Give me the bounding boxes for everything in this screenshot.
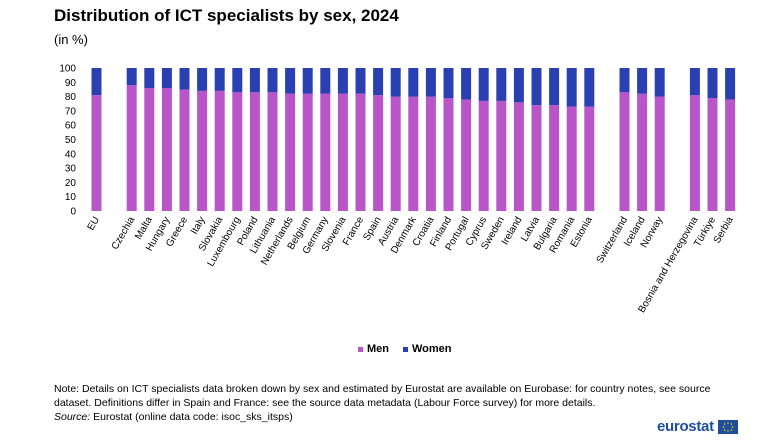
bar-men bbox=[144, 88, 155, 211]
bar-women bbox=[302, 68, 313, 94]
bar-women bbox=[549, 68, 560, 106]
bar-women bbox=[285, 68, 296, 94]
bar-men bbox=[689, 95, 700, 211]
bar-women bbox=[496, 68, 507, 101]
x-tick-label: EU bbox=[86, 215, 102, 233]
bar-men bbox=[566, 106, 577, 211]
bar-women bbox=[161, 68, 172, 89]
y-tick-label: 70 bbox=[65, 106, 77, 117]
bar-men bbox=[478, 100, 489, 211]
chart-title: Distribution of ICT specialists by sex, … bbox=[54, 6, 399, 25]
bar-men bbox=[214, 90, 225, 211]
bar-women bbox=[654, 68, 665, 97]
bar-women bbox=[619, 68, 630, 93]
footnote: Note: Details on ICT specialists data br… bbox=[54, 383, 711, 409]
bar-men bbox=[373, 95, 384, 211]
bar-men bbox=[654, 96, 665, 211]
bar-women bbox=[408, 68, 419, 97]
bar-men bbox=[197, 90, 208, 211]
bar-women bbox=[689, 68, 700, 96]
bar-men bbox=[637, 93, 648, 211]
chart-subtitle: (in %) bbox=[54, 32, 88, 47]
bar-men bbox=[267, 92, 278, 211]
bar-women bbox=[513, 68, 524, 103]
source-label: Source: bbox=[54, 411, 91, 423]
bar-women bbox=[425, 68, 436, 97]
legend-label-women: Women bbox=[412, 343, 452, 355]
bar-men bbox=[302, 93, 313, 211]
bar-men bbox=[425, 96, 436, 211]
bar-men bbox=[161, 88, 172, 211]
x-tick-label: Bosnia and Herzegovina bbox=[636, 215, 700, 315]
legend-swatch-men bbox=[358, 346, 363, 352]
legend-swatch-women bbox=[403, 346, 408, 352]
legend-item-men: Men bbox=[358, 343, 389, 355]
source-text: Eurostat (online data code: isoc_sks_its… bbox=[90, 411, 293, 423]
legend: Men Women bbox=[358, 343, 452, 355]
bar-men bbox=[249, 92, 260, 211]
bar-women bbox=[373, 68, 384, 96]
source-line: Source: Eurostat (online data code: isoc… bbox=[54, 411, 293, 423]
bar-men bbox=[725, 99, 736, 211]
logo-text: eurostat bbox=[657, 418, 714, 435]
bar-women bbox=[232, 68, 243, 93]
y-tick-label: 40 bbox=[65, 149, 77, 160]
bar-women bbox=[478, 68, 489, 101]
bar-men bbox=[513, 102, 524, 211]
y-tick-label: 10 bbox=[65, 192, 77, 203]
bar-men bbox=[549, 105, 560, 211]
bar-men bbox=[707, 98, 718, 211]
bar-men bbox=[91, 95, 102, 211]
bar-women bbox=[461, 68, 472, 100]
bar-men bbox=[179, 89, 190, 211]
bar-men bbox=[355, 93, 366, 211]
bar-women bbox=[707, 68, 718, 99]
y-tick-label: 80 bbox=[65, 92, 77, 103]
bar-men bbox=[126, 85, 137, 211]
bar-men bbox=[461, 99, 472, 211]
bar-women bbox=[197, 68, 208, 91]
bar-men bbox=[531, 105, 542, 211]
legend-label-men: Men bbox=[367, 343, 389, 355]
bar-women bbox=[355, 68, 366, 94]
y-tick-label: 0 bbox=[70, 207, 76, 218]
y-tick-label: 50 bbox=[65, 135, 77, 146]
bar-women bbox=[214, 68, 225, 91]
bar-women bbox=[584, 68, 595, 107]
y-tick-label: 100 bbox=[59, 64, 76, 75]
eurostat-logo: eurostat bbox=[657, 418, 738, 435]
bar-women bbox=[144, 68, 155, 89]
bar-women bbox=[179, 68, 190, 90]
bar-men bbox=[320, 93, 331, 211]
bar-men bbox=[408, 96, 419, 211]
x-tick-label: Czechia bbox=[110, 215, 138, 252]
bar-women bbox=[725, 68, 736, 100]
y-tick-label: 60 bbox=[65, 121, 77, 132]
y-tick-label: 90 bbox=[65, 78, 77, 89]
bar-men bbox=[496, 100, 507, 211]
bar-women bbox=[390, 68, 401, 97]
bar-men bbox=[285, 93, 296, 211]
bar-women bbox=[267, 68, 278, 93]
bar-men bbox=[619, 92, 630, 211]
eu-flag-icon bbox=[717, 419, 738, 434]
y-tick-label: 30 bbox=[65, 164, 77, 175]
y-tick-label: 20 bbox=[65, 178, 77, 189]
bar-women bbox=[566, 68, 577, 107]
bar-men bbox=[232, 92, 243, 211]
bar-men bbox=[390, 96, 401, 211]
bar-men bbox=[584, 106, 595, 211]
bar-women bbox=[443, 68, 454, 99]
bar-women bbox=[320, 68, 331, 94]
legend-item-women: Women bbox=[403, 343, 452, 355]
bar-women bbox=[126, 68, 137, 86]
bar-women bbox=[337, 68, 348, 94]
bar-men bbox=[337, 93, 348, 211]
bar-women bbox=[637, 68, 648, 94]
bar-men bbox=[443, 98, 454, 211]
bar-women bbox=[91, 68, 102, 96]
bar-women bbox=[249, 68, 260, 93]
bar-women bbox=[531, 68, 542, 106]
